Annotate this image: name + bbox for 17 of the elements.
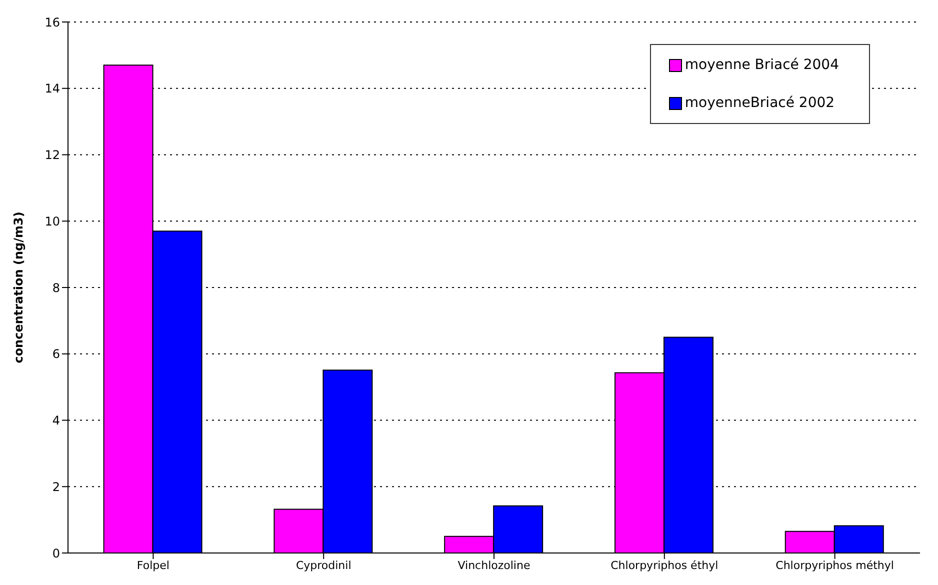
- y-tick-label: 6: [52, 347, 60, 362]
- y-tick-label: 8: [52, 280, 60, 295]
- y-tick-label: 2: [52, 480, 60, 494]
- y-tick-label: 12: [44, 148, 60, 162]
- x-tick-label: Chlorpyriphos méthyl: [776, 558, 894, 572]
- y-axis-title: concentration (ng/m3): [11, 212, 26, 364]
- x-tick-label: Folpel: [136, 558, 170, 572]
- y-tick-label: 0: [52, 546, 60, 560]
- y-tick-label: 16: [44, 15, 60, 30]
- x-tick-label: Vinchlozoline: [458, 558, 530, 572]
- legend-label: moyenne Briacé 2004: [684, 57, 839, 73]
- legend-label: moyenneBriacé 2002: [684, 95, 835, 111]
- y-tick-label: 4: [52, 414, 60, 428]
- y-tick-label: 14: [44, 82, 60, 96]
- y-tick-label: 10: [44, 214, 60, 228]
- x-tick-label: Cyprodinil: [296, 558, 352, 572]
- x-tick-label: Chlorpyriphos éthyl: [610, 558, 718, 572]
